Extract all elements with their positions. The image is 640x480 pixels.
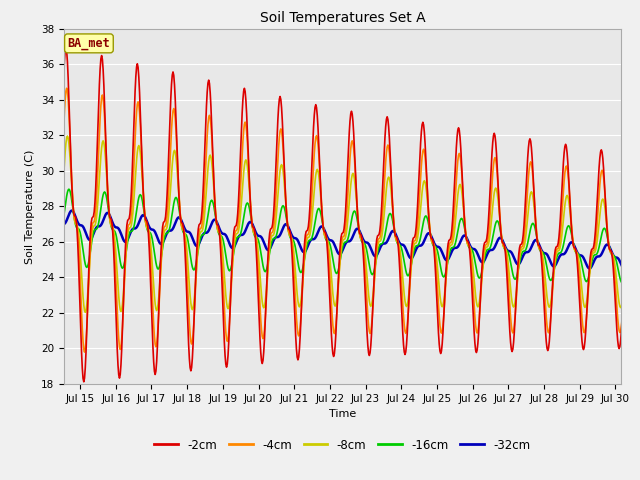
-32cm <box>410 253 417 259</box>
-8cm <box>531 206 538 212</box>
-4cm <box>620 295 627 300</box>
-8cm <box>346 199 353 205</box>
Line: -4cm: -4cm <box>62 88 623 352</box>
-4cm <box>267 233 275 239</box>
-8cm <box>620 288 627 294</box>
-16cm <box>65 186 73 192</box>
Line: -32cm: -32cm <box>62 211 623 269</box>
-8cm <box>410 242 418 248</box>
-32cm <box>620 266 627 272</box>
-32cm <box>345 239 353 244</box>
-4cm <box>63 85 70 91</box>
-8cm <box>63 133 71 139</box>
Line: -16cm: -16cm <box>62 189 623 283</box>
-8cm <box>612 266 620 272</box>
Text: BA_met: BA_met <box>68 37 110 50</box>
-2cm <box>58 118 66 123</box>
-32cm <box>266 246 273 252</box>
-32cm <box>58 221 66 227</box>
-16cm <box>266 250 273 255</box>
-4cm <box>410 239 418 244</box>
Line: -2cm: -2cm <box>62 48 623 382</box>
-32cm <box>522 249 530 255</box>
-16cm <box>345 234 353 240</box>
-4cm <box>531 197 538 203</box>
-32cm <box>68 208 76 214</box>
Line: -8cm: -8cm <box>62 136 623 312</box>
-4cm <box>523 196 531 202</box>
-2cm <box>62 45 70 50</box>
-8cm <box>81 310 89 315</box>
-2cm <box>80 379 88 384</box>
Legend: -2cm, -4cm, -8cm, -16cm, -32cm: -2cm, -4cm, -8cm, -16cm, -32cm <box>150 434 535 456</box>
-2cm <box>612 302 620 308</box>
-16cm <box>530 221 538 227</box>
-2cm <box>267 227 275 232</box>
-32cm <box>530 239 538 245</box>
-4cm <box>58 162 66 168</box>
-4cm <box>346 167 353 172</box>
-2cm <box>410 235 418 240</box>
-16cm <box>522 246 530 252</box>
-8cm <box>267 239 275 245</box>
-2cm <box>346 130 353 136</box>
X-axis label: Time: Time <box>329 409 356 419</box>
-2cm <box>523 168 531 173</box>
-16cm <box>58 221 66 227</box>
-8cm <box>58 196 66 202</box>
-16cm <box>410 252 417 257</box>
-4cm <box>81 349 88 355</box>
-32cm <box>611 254 618 260</box>
-16cm <box>611 254 618 260</box>
Y-axis label: Soil Temperature (C): Soil Temperature (C) <box>26 149 35 264</box>
-2cm <box>531 198 538 204</box>
Title: Soil Temperatures Set A: Soil Temperatures Set A <box>260 11 425 25</box>
-4cm <box>612 283 620 289</box>
-16cm <box>620 277 627 283</box>
-2cm <box>620 289 627 295</box>
-16cm <box>618 280 626 286</box>
-8cm <box>523 222 531 228</box>
